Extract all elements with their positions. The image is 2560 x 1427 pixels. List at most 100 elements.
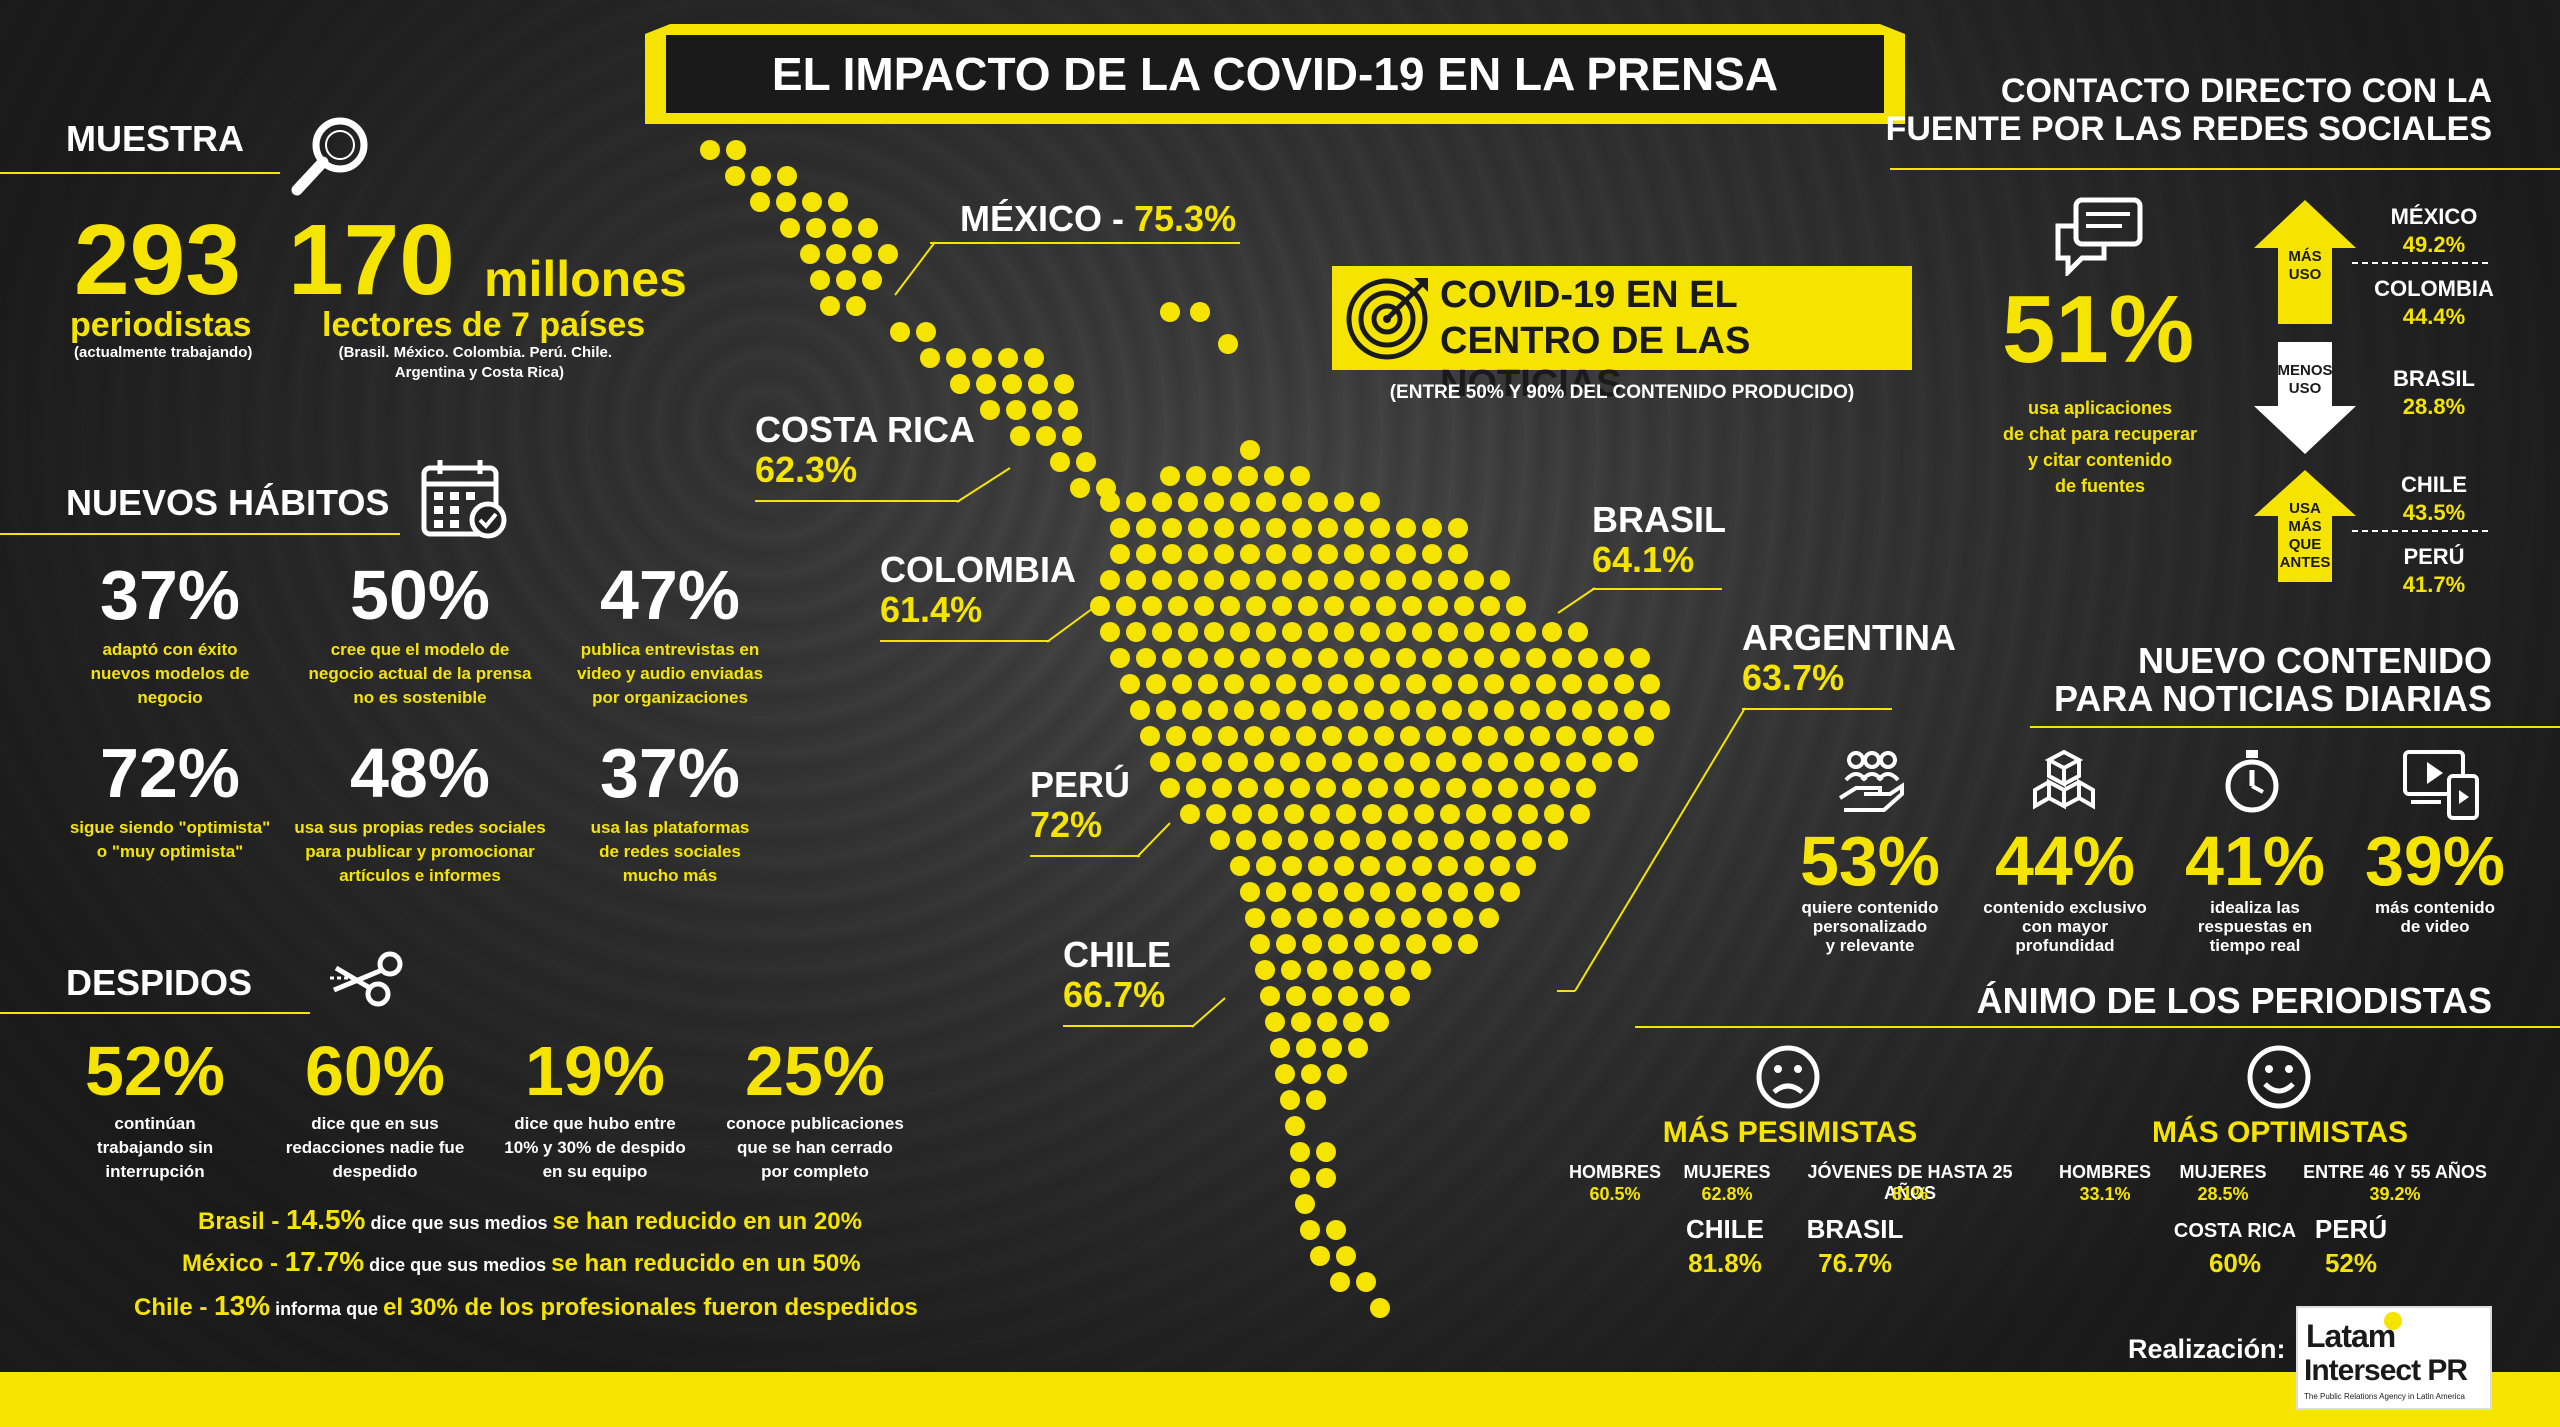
- map-dot: [1354, 934, 1374, 954]
- map-dot: [1548, 830, 1568, 850]
- map-dot: [776, 192, 796, 212]
- contenido-desc-1: quiere contenido: [1801, 898, 1939, 917]
- country-separator: [2352, 262, 2488, 264]
- magnifier-icon: [285, 110, 375, 200]
- contacto-country-pct: 44.4%: [2402, 304, 2466, 329]
- contenido-desc-2: de video: [2400, 917, 2470, 936]
- animo-opt-label: HOMBRES: [2058, 1162, 2151, 1182]
- map-dot: [1332, 752, 1352, 772]
- map-dot: [1166, 726, 1186, 746]
- map-dot: [972, 348, 992, 368]
- map-dot: [1286, 700, 1306, 720]
- contenido-pct: 39%: [2364, 822, 2506, 900]
- habito-desc-1: sigue siendo "optimista": [69, 818, 271, 837]
- scissors-icon: [328, 950, 408, 1010]
- map-dot: [1266, 544, 1286, 564]
- map-dot: [1500, 882, 1520, 902]
- map-dot: [1440, 804, 1460, 824]
- map-dot: [1090, 596, 1110, 616]
- map-dot: [780, 218, 800, 238]
- map-dot: [1348, 726, 1368, 746]
- map-dot: [1349, 908, 1369, 928]
- map-dot: [1448, 882, 1468, 902]
- map-dot: [1260, 700, 1280, 720]
- map-dot: [1024, 348, 1044, 368]
- map-dot: [1296, 726, 1316, 746]
- map-dot: [1362, 804, 1382, 824]
- map-dot: [1442, 700, 1462, 720]
- map-dot: [1396, 648, 1416, 668]
- map-dot: [1380, 934, 1400, 954]
- map-dot: [1314, 830, 1334, 850]
- despido-desc-2: trabajando sin: [96, 1138, 214, 1157]
- map-dot: [1292, 544, 1312, 564]
- map-dot: [1232, 804, 1252, 824]
- map-dot: [1308, 856, 1328, 876]
- contacto-country-name: CHILE: [2401, 472, 2467, 497]
- habito-desc-3: no es sostenible: [353, 688, 487, 707]
- despido-desc-1: dice que en sus: [311, 1114, 439, 1133]
- despido-pct: 52%: [84, 1032, 226, 1110]
- map-dot: [1522, 830, 1542, 850]
- map-label-colombia: COLOMBIA 61.4%: [880, 549, 1076, 630]
- map-dot: [1236, 830, 1256, 850]
- despidos-heading: DESPIDOS: [66, 962, 253, 1003]
- periodistas-number: 293: [74, 204, 241, 316]
- map-dot: [1336, 804, 1356, 824]
- map-dot: [1338, 986, 1358, 1006]
- chat-icon: [2052, 196, 2144, 276]
- map-dot: [1318, 648, 1338, 668]
- map-dot: [1350, 596, 1370, 616]
- map-dot: [1297, 908, 1317, 928]
- map-dot: [1498, 778, 1518, 798]
- map-dot: [1480, 596, 1500, 616]
- map-dot: [1634, 726, 1654, 746]
- map-dot: [1464, 570, 1484, 590]
- map-dot: [1218, 726, 1238, 746]
- map-dot: [1300, 1220, 1320, 1240]
- map-dot: [1062, 426, 1082, 446]
- map-dot: [1032, 400, 1052, 420]
- map-dot: [1302, 674, 1322, 694]
- map-dot: [1110, 518, 1130, 538]
- lectores-note-2: Argentina y Costa Rica): [394, 364, 564, 381]
- map-dot: [1028, 374, 1048, 394]
- map-dot: [1386, 856, 1406, 876]
- map-dot: [1218, 334, 1238, 354]
- map-dot: [1070, 478, 1090, 498]
- map-dot: [1576, 778, 1596, 798]
- map-dot: [976, 374, 996, 394]
- habito-pct: 50%: [349, 556, 491, 634]
- map-dot: [1396, 882, 1416, 902]
- map-dot: [1364, 986, 1384, 1006]
- map-dot: [1454, 596, 1474, 616]
- map-dot: [1464, 856, 1484, 876]
- map-dot: [1328, 934, 1348, 954]
- map-dot: [1150, 752, 1170, 772]
- contacto-desc-line: de fuentes: [2054, 476, 2146, 496]
- map-dot: [1238, 778, 1258, 798]
- map-dot: [1116, 596, 1136, 616]
- map-dot: [1354, 674, 1374, 694]
- habito-desc-3: mucho más: [622, 866, 718, 885]
- contenido-desc-3: y relevante: [1825, 936, 1915, 955]
- contenido-desc-3: tiempo real: [2209, 936, 2301, 955]
- map-dot: [1464, 622, 1484, 642]
- map-dot: [1291, 1012, 1311, 1032]
- map-dot: [1334, 570, 1354, 590]
- map-dot: [1214, 518, 1234, 538]
- contacto-country-name: MÉXICO: [2390, 204, 2478, 229]
- map-dot: [1570, 804, 1590, 824]
- map-dot: [1296, 1038, 1316, 1058]
- map-dot: [1322, 726, 1342, 746]
- map-dot: [1374, 726, 1394, 746]
- map-dot: [1448, 648, 1468, 668]
- map-dot: [1230, 570, 1250, 590]
- map-dot: [1178, 622, 1198, 642]
- stopwatch-icon: [2221, 748, 2283, 814]
- map-dot: [1396, 544, 1416, 564]
- map-dot: [1436, 752, 1456, 772]
- map-dot: [862, 270, 882, 290]
- map-dot: [1490, 856, 1510, 876]
